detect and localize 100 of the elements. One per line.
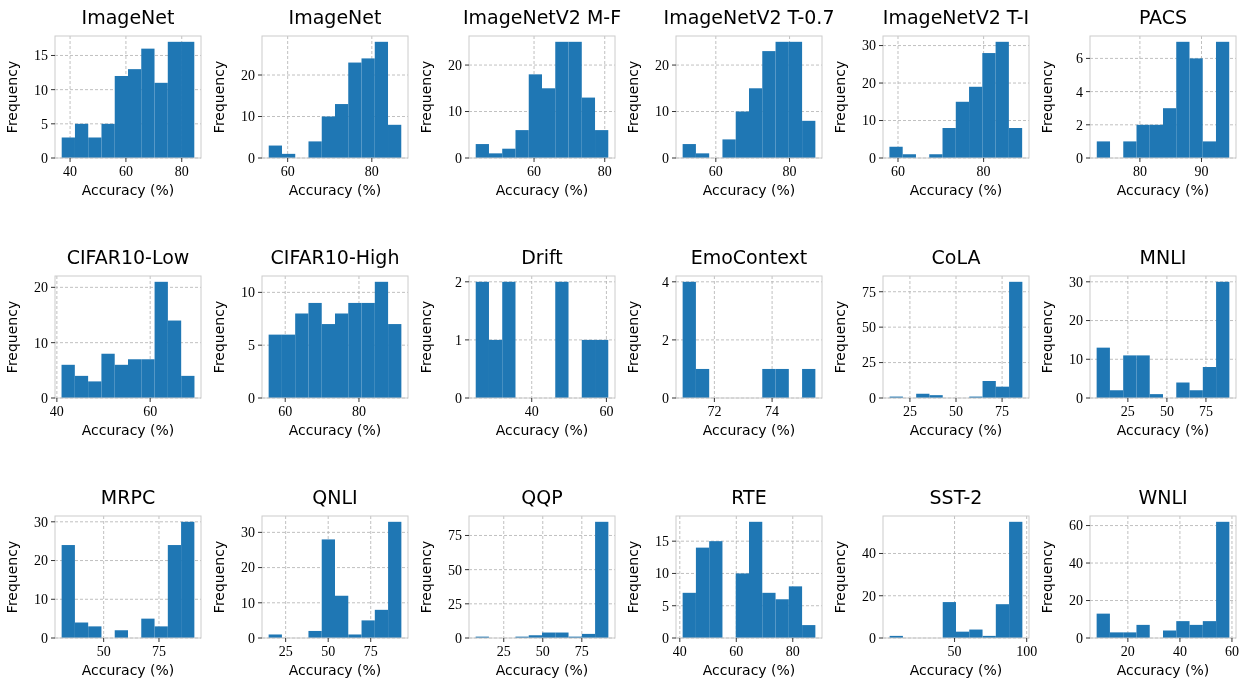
y-tick-label: 4	[662, 274, 669, 290]
y-tick-label: 30	[34, 514, 48, 530]
chart-title: MRPC	[100, 486, 156, 508]
y-tick-label: 0	[869, 390, 876, 406]
y-axis-title: Frequency	[1039, 60, 1055, 134]
y-tick-label: 10	[34, 335, 48, 351]
y-tick-label: 20	[1069, 313, 1083, 329]
x-axis-title: Accuracy (%)	[1116, 662, 1210, 678]
x-axis-title: Accuracy (%)	[288, 422, 382, 438]
chart-title: EmoContext	[690, 246, 808, 268]
x-tick-label: 80	[174, 164, 189, 179]
y-axis-title: Frequency	[418, 540, 434, 614]
y-axis-title: Frequency	[832, 60, 848, 134]
y-tick-label: 40	[1069, 555, 1083, 571]
y-tick-label: 10	[241, 109, 255, 125]
y-tick-label: 30	[862, 38, 876, 54]
y-tick-label: 0	[248, 630, 255, 646]
y-tick-label: 30	[241, 525, 255, 541]
y-tick-label: 0	[455, 150, 462, 166]
x-axis-title: Accuracy (%)	[81, 182, 175, 198]
y-tick-label: 15	[34, 48, 48, 64]
chart-title: ImageNet	[288, 6, 382, 28]
x-tick-label: 25	[1120, 404, 1135, 419]
y-axis-title: Frequency	[832, 300, 848, 374]
x-axis-title: Accuracy (%)	[1116, 422, 1210, 438]
x-tick-label: 40	[1172, 644, 1187, 659]
x-axis-title: Accuracy (%)	[81, 422, 175, 438]
x-tick-label: 60	[280, 164, 295, 179]
x-tick-label: 72	[707, 404, 722, 419]
x-tick-label: 80	[351, 404, 366, 419]
chart-title: CoLA	[931, 246, 981, 268]
x-tick-label: 25	[902, 404, 917, 419]
y-tick-label: 20	[862, 75, 876, 91]
x-tick-label: 75	[363, 644, 378, 659]
y-tick-label: 0	[248, 150, 255, 166]
y-tick-label: 60	[1069, 518, 1083, 534]
y-tick-label: 0	[662, 390, 669, 406]
y-tick-label: 0	[869, 150, 876, 166]
y-axis-title: Frequency	[625, 540, 641, 614]
x-tick-label: 60	[278, 404, 293, 419]
y-tick-label: 10	[862, 113, 876, 129]
x-axis-title: Accuracy (%)	[495, 662, 589, 678]
chart-title: RTE	[731, 486, 767, 508]
y-tick-label: 0	[662, 630, 669, 646]
x-tick-label: 80	[364, 164, 379, 179]
x-tick-label: 50	[949, 404, 963, 419]
y-tick-label: 10	[241, 285, 255, 301]
y-tick-label: 2	[1076, 117, 1083, 133]
y-tick-label: 0	[1076, 390, 1083, 406]
x-tick-label: 50	[947, 644, 962, 659]
y-tick-label: 15	[655, 534, 669, 550]
x-tick-label: 75	[1198, 404, 1213, 419]
x-tick-label: 20	[1120, 644, 1135, 659]
x-axis-title: Accuracy (%)	[1116, 182, 1210, 198]
y-tick-label: 2	[662, 332, 669, 348]
x-tick-label: 50	[96, 644, 111, 659]
x-tick-label: 75	[151, 644, 166, 659]
x-tick-label: 80	[782, 164, 797, 179]
y-tick-label: 0	[248, 390, 255, 406]
y-tick-label: 0	[662, 150, 669, 166]
y-axis-title: Frequency	[418, 60, 434, 134]
x-tick-label: 60	[729, 644, 744, 659]
y-tick-label: 10	[34, 82, 48, 98]
y-tick-label: 20	[34, 280, 48, 296]
x-tick-label: 90	[1194, 164, 1209, 179]
x-axis-title: Accuracy (%)	[288, 662, 382, 678]
y-tick-label: 50	[862, 320, 876, 336]
chart-title: QNLI	[312, 486, 358, 508]
x-tick-label: 100	[1016, 644, 1038, 659]
y-tick-label: 10	[655, 104, 669, 120]
y-tick-label: 50	[448, 562, 462, 578]
x-axis-title: Accuracy (%)	[702, 662, 796, 678]
x-tick-label: 80	[785, 644, 800, 659]
y-axis-title: Frequency	[4, 60, 20, 134]
x-tick-label: 40	[672, 644, 687, 659]
y-tick-label: 10	[34, 592, 48, 608]
y-tick-label: 20	[655, 57, 669, 73]
x-tick-label: 80	[1132, 164, 1147, 179]
y-tick-label: 0	[455, 630, 462, 646]
y-axis-title: Frequency	[625, 60, 641, 134]
x-tick-label: 60	[143, 404, 158, 419]
y-tick-label: 0	[41, 390, 48, 406]
x-tick-label: 80	[976, 164, 991, 179]
y-tick-label: 75	[448, 528, 462, 544]
chart-title: WNLI	[1138, 486, 1188, 508]
y-tick-label: 10	[655, 566, 669, 582]
y-axis-title: Frequency	[832, 540, 848, 614]
y-tick-label: 25	[448, 596, 462, 612]
x-tick-label: 40	[63, 164, 78, 179]
x-tick-label: 50	[1159, 404, 1174, 419]
y-axis-title: Frequency	[211, 540, 227, 614]
y-tick-label: 20	[241, 67, 255, 83]
chart-title: CIFAR10-High	[270, 246, 400, 268]
y-axis-title: Frequency	[211, 60, 227, 134]
x-tick-label: 25	[496, 644, 511, 659]
x-axis-title: Accuracy (%)	[702, 422, 796, 438]
x-axis-title: Accuracy (%)	[495, 182, 589, 198]
x-tick-label: 50	[535, 644, 550, 659]
y-tick-label: 10	[241, 595, 255, 611]
y-tick-label: 5	[41, 116, 48, 132]
